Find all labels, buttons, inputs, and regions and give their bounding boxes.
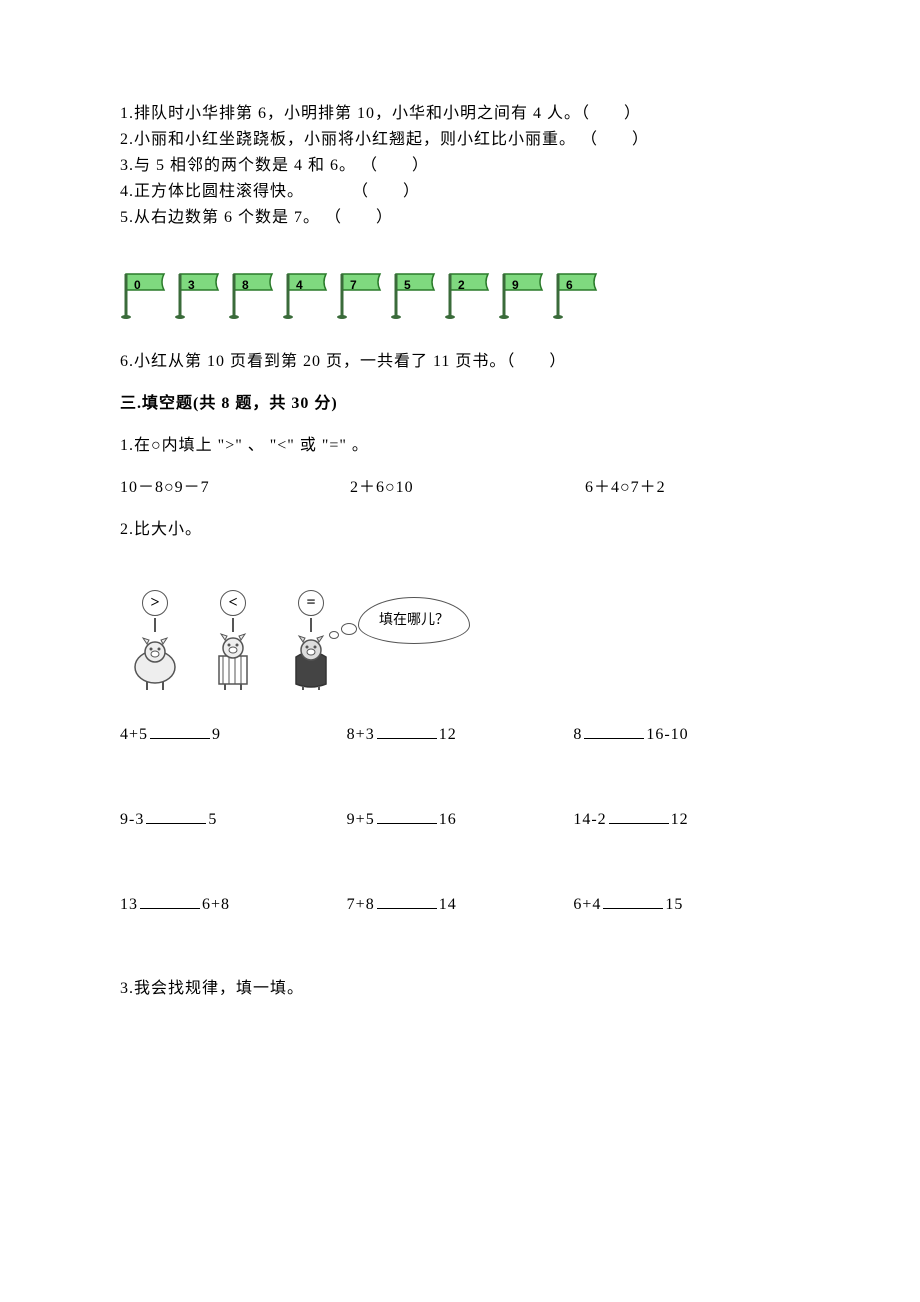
flag-number: 9 — [512, 276, 519, 294]
compare-left: 6+4 — [573, 896, 601, 913]
flag: 0 — [120, 270, 174, 320]
compare-right: 12 — [671, 811, 689, 828]
pig-icon — [203, 632, 263, 692]
compare-left: 8+3 — [347, 726, 375, 743]
compare-cell: 8+3 12 — [347, 722, 574, 747]
flag-number: 4 — [296, 276, 303, 294]
flag: 5 — [390, 270, 444, 320]
judgment-q4: 4.正方体比圆柱滚得快。 （ ） — [120, 180, 800, 204]
fill-blank[interactable] — [377, 807, 437, 824]
compare-right: 15 — [665, 896, 683, 913]
sign-gt: > — [142, 590, 168, 616]
pig-icon — [125, 632, 185, 692]
compare-row: 4+5 9 8+3 12 8 16-10 — [120, 722, 800, 747]
compare-left: 9+5 — [347, 811, 375, 828]
fill-blank[interactable] — [584, 722, 644, 739]
judgment-q1: 1.排队时小华排第 6，小明排第 10，小华和小明之间有 4 人。（ ） — [120, 102, 800, 126]
flags-row: 0 3 8 4 7 5 2 9 6 — [120, 270, 800, 320]
flag: 7 — [336, 270, 390, 320]
section3-q1-items: 10－8○9－7 2＋6○10 6＋4○7＋2 — [120, 476, 800, 500]
compare-left: 14-2 — [573, 811, 606, 828]
fill-blank[interactable] — [377, 892, 437, 909]
compare-left: 13 — [120, 896, 138, 913]
flag: 6 — [552, 270, 606, 320]
sign-lt: < — [220, 590, 246, 616]
pig-icon — [281, 632, 341, 692]
flag-number: 7 — [350, 276, 357, 294]
fill-blank[interactable] — [603, 892, 663, 909]
compare-left: 9-3 — [120, 811, 144, 828]
compare-right: 14 — [439, 896, 457, 913]
judgment-q3: 3.与 5 相邻的两个数是 4 和 6。 （ ） — [120, 154, 800, 178]
fill-blank[interactable] — [146, 807, 206, 824]
compare-grid: 4+5 9 8+3 12 8 16-10 9-3 5 9+5 16 14-2 12 13 6+8 7+8 14… — [120, 722, 800, 917]
fill-blank[interactable] — [150, 722, 210, 739]
speech-bubble: 填在哪儿？ — [358, 597, 470, 644]
section3-q3-prompt: 3.我会找规律，填一填。 — [120, 977, 800, 1001]
flag: 8 — [228, 270, 282, 320]
flag-number: 5 — [404, 276, 411, 294]
compare-row: 9-3 5 9+5 16 14-2 12 — [120, 807, 800, 832]
compare-right: 16-10 — [646, 726, 688, 743]
compare-cell: 4+5 9 — [120, 722, 347, 747]
compare-row: 13 6+8 7+8 14 6+4 15 — [120, 892, 800, 917]
compare-right: 12 — [439, 726, 457, 743]
q1-item-2: 2＋6○10 — [350, 476, 585, 500]
section3-heading: 三.填空题(共 8 题，共 30 分) — [120, 392, 800, 416]
judgment-q5: 5.从右边数第 6 个数是 7。 （ ） — [120, 206, 800, 230]
compare-cell: 14-2 12 — [573, 807, 800, 832]
compare-cell: 6+4 15 — [573, 892, 800, 917]
compare-cell: 7+8 14 — [347, 892, 574, 917]
compare-right: 6+8 — [202, 896, 230, 913]
compare-right: 5 — [208, 811, 217, 828]
judgment-q6: 6.小红从第 10 页看到第 20 页，一共看了 11 页书。（ ） — [120, 350, 800, 374]
flag-number: 3 — [188, 276, 195, 294]
flag-number: 2 — [458, 276, 465, 294]
compare-left: 7+8 — [347, 896, 375, 913]
flag: 3 — [174, 270, 228, 320]
compare-left: 4+5 — [120, 726, 148, 743]
flag-number: 0 — [134, 276, 141, 294]
fill-blank[interactable] — [377, 722, 437, 739]
fill-blank[interactable] — [609, 807, 669, 824]
section3-q2-prompt: 2.比大小。 — [120, 518, 800, 542]
fill-blank[interactable] — [140, 892, 200, 909]
section3-q1-prompt: 1.在○内填上 ">" 、 "<" 或 "=" 。 — [120, 434, 800, 458]
flag: 4 — [282, 270, 336, 320]
compare-left: 8 — [573, 726, 582, 743]
flag-number: 6 — [566, 276, 573, 294]
compare-right: 9 — [212, 726, 221, 743]
compare-cell: 13 6+8 — [120, 892, 347, 917]
compare-cell: 8 16-10 — [573, 722, 800, 747]
flag-number: 8 — [242, 276, 249, 294]
flag: 9 — [498, 270, 552, 320]
pigs-illustration: > < = — [120, 562, 470, 692]
compare-cell: 9-3 5 — [120, 807, 347, 832]
compare-cell: 9+5 16 — [347, 807, 574, 832]
flag: 2 — [444, 270, 498, 320]
judgment-q2: 2.小丽和小红坐跷跷板，小丽将小红翘起，则小红比小丽重。 （ ） — [120, 128, 800, 152]
q1-item-3: 6＋4○7＋2 — [585, 476, 785, 500]
sign-eq: = — [298, 590, 324, 616]
compare-right: 16 — [439, 811, 457, 828]
q1-item-1: 10－8○9－7 — [120, 476, 350, 500]
